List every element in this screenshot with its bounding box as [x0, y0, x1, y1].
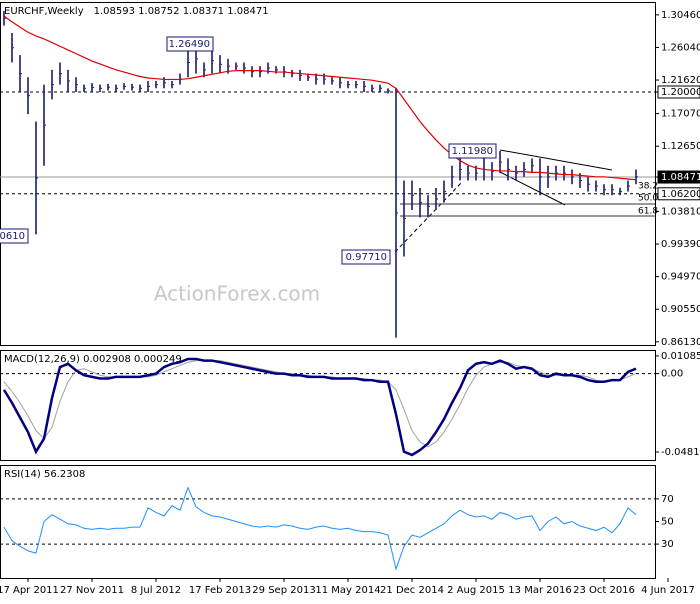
panel-title: RSI(14) 56.2308 — [4, 469, 85, 480]
tick-box — [657, 85, 700, 99]
panel-subtitle: 1.08593 1.08752 1.08371 1.08471 — [94, 6, 269, 17]
x-tick-label: 17 Apr 2011 — [0, 585, 59, 596]
y-tick-label: 0.94970 — [661, 272, 700, 283]
y-tick-label: 50 — [661, 517, 674, 528]
x-tick-label: 2 Aug 2015 — [447, 585, 505, 596]
panel-title: EURCHF,Weekly — [4, 6, 84, 17]
fib-label: 50.0 — [638, 194, 658, 204]
x-tick-label: 21 Dec 2014 — [380, 585, 444, 596]
annotation-box — [0, 228, 29, 244]
x-tick-label: 27 Nov 2011 — [60, 585, 124, 596]
y-tick-label: -0.04819 — [661, 447, 700, 458]
annotation: 0610 — [0, 231, 25, 242]
annotation-box — [448, 143, 497, 159]
series-line — [2, 357, 637, 457]
annotation: 1.26490 — [169, 39, 210, 50]
y-tick-label: 1.08471 — [661, 172, 700, 183]
x-tick-label: 4 Jun 2017 — [641, 585, 695, 596]
fib-label: 38.2 — [638, 182, 658, 192]
y-tick-label: 0.00 — [661, 369, 683, 380]
fib-label: 61.8 — [638, 207, 658, 217]
y-tick-label: 0.86130 — [661, 337, 700, 348]
panel-frame — [0, 2, 656, 346]
y-tick-label: 0.90550 — [661, 304, 700, 315]
x-tick-label: 13 Mar 2016 — [508, 585, 571, 596]
x-tick-label: 11 May 2014 — [315, 585, 380, 596]
tick-box — [657, 187, 700, 201]
series-line — [3, 15, 637, 181]
panel-frame — [0, 350, 656, 461]
x-tick-label: 23 Oct 2016 — [573, 585, 635, 596]
x-tick-label: 29 Sep 2013 — [252, 585, 315, 596]
channel-line — [499, 149, 613, 171]
y-tick-label: 30 — [661, 539, 674, 550]
y-tick-label: 70 — [661, 494, 674, 505]
y-tick-label: 1.12650 — [661, 141, 700, 152]
annotation-box — [166, 36, 214, 52]
annotation-box — [341, 249, 391, 265]
watermark: ActionForex.com — [154, 282, 320, 306]
x-tick-label: 8 Jul 2012 — [131, 585, 181, 596]
annotation: 0.97710 — [346, 252, 387, 263]
y-tick-label: 1.30460 — [661, 10, 700, 21]
y-tick-label: 1.06200 — [661, 189, 700, 200]
y-tick-label: 0.99390 — [661, 239, 700, 250]
annotation: 1.11980 — [452, 146, 493, 157]
y-tick-label: 1.20000 — [661, 87, 700, 98]
series-line — [3, 486, 637, 571]
y-tick-label: 1.21620 — [661, 75, 700, 86]
tick-box — [657, 170, 700, 184]
x-tick-label: 17 Feb 2013 — [189, 585, 251, 596]
y-tick-label: 0.01085 — [661, 351, 700, 362]
y-tick-label: 1.17070 — [661, 109, 700, 120]
y-tick-label: 1.26040 — [661, 42, 700, 53]
panel-title: MACD(12,26,9) 0.002908 0.000249 — [4, 354, 182, 365]
y-tick-label: 1.03810 — [661, 206, 700, 217]
